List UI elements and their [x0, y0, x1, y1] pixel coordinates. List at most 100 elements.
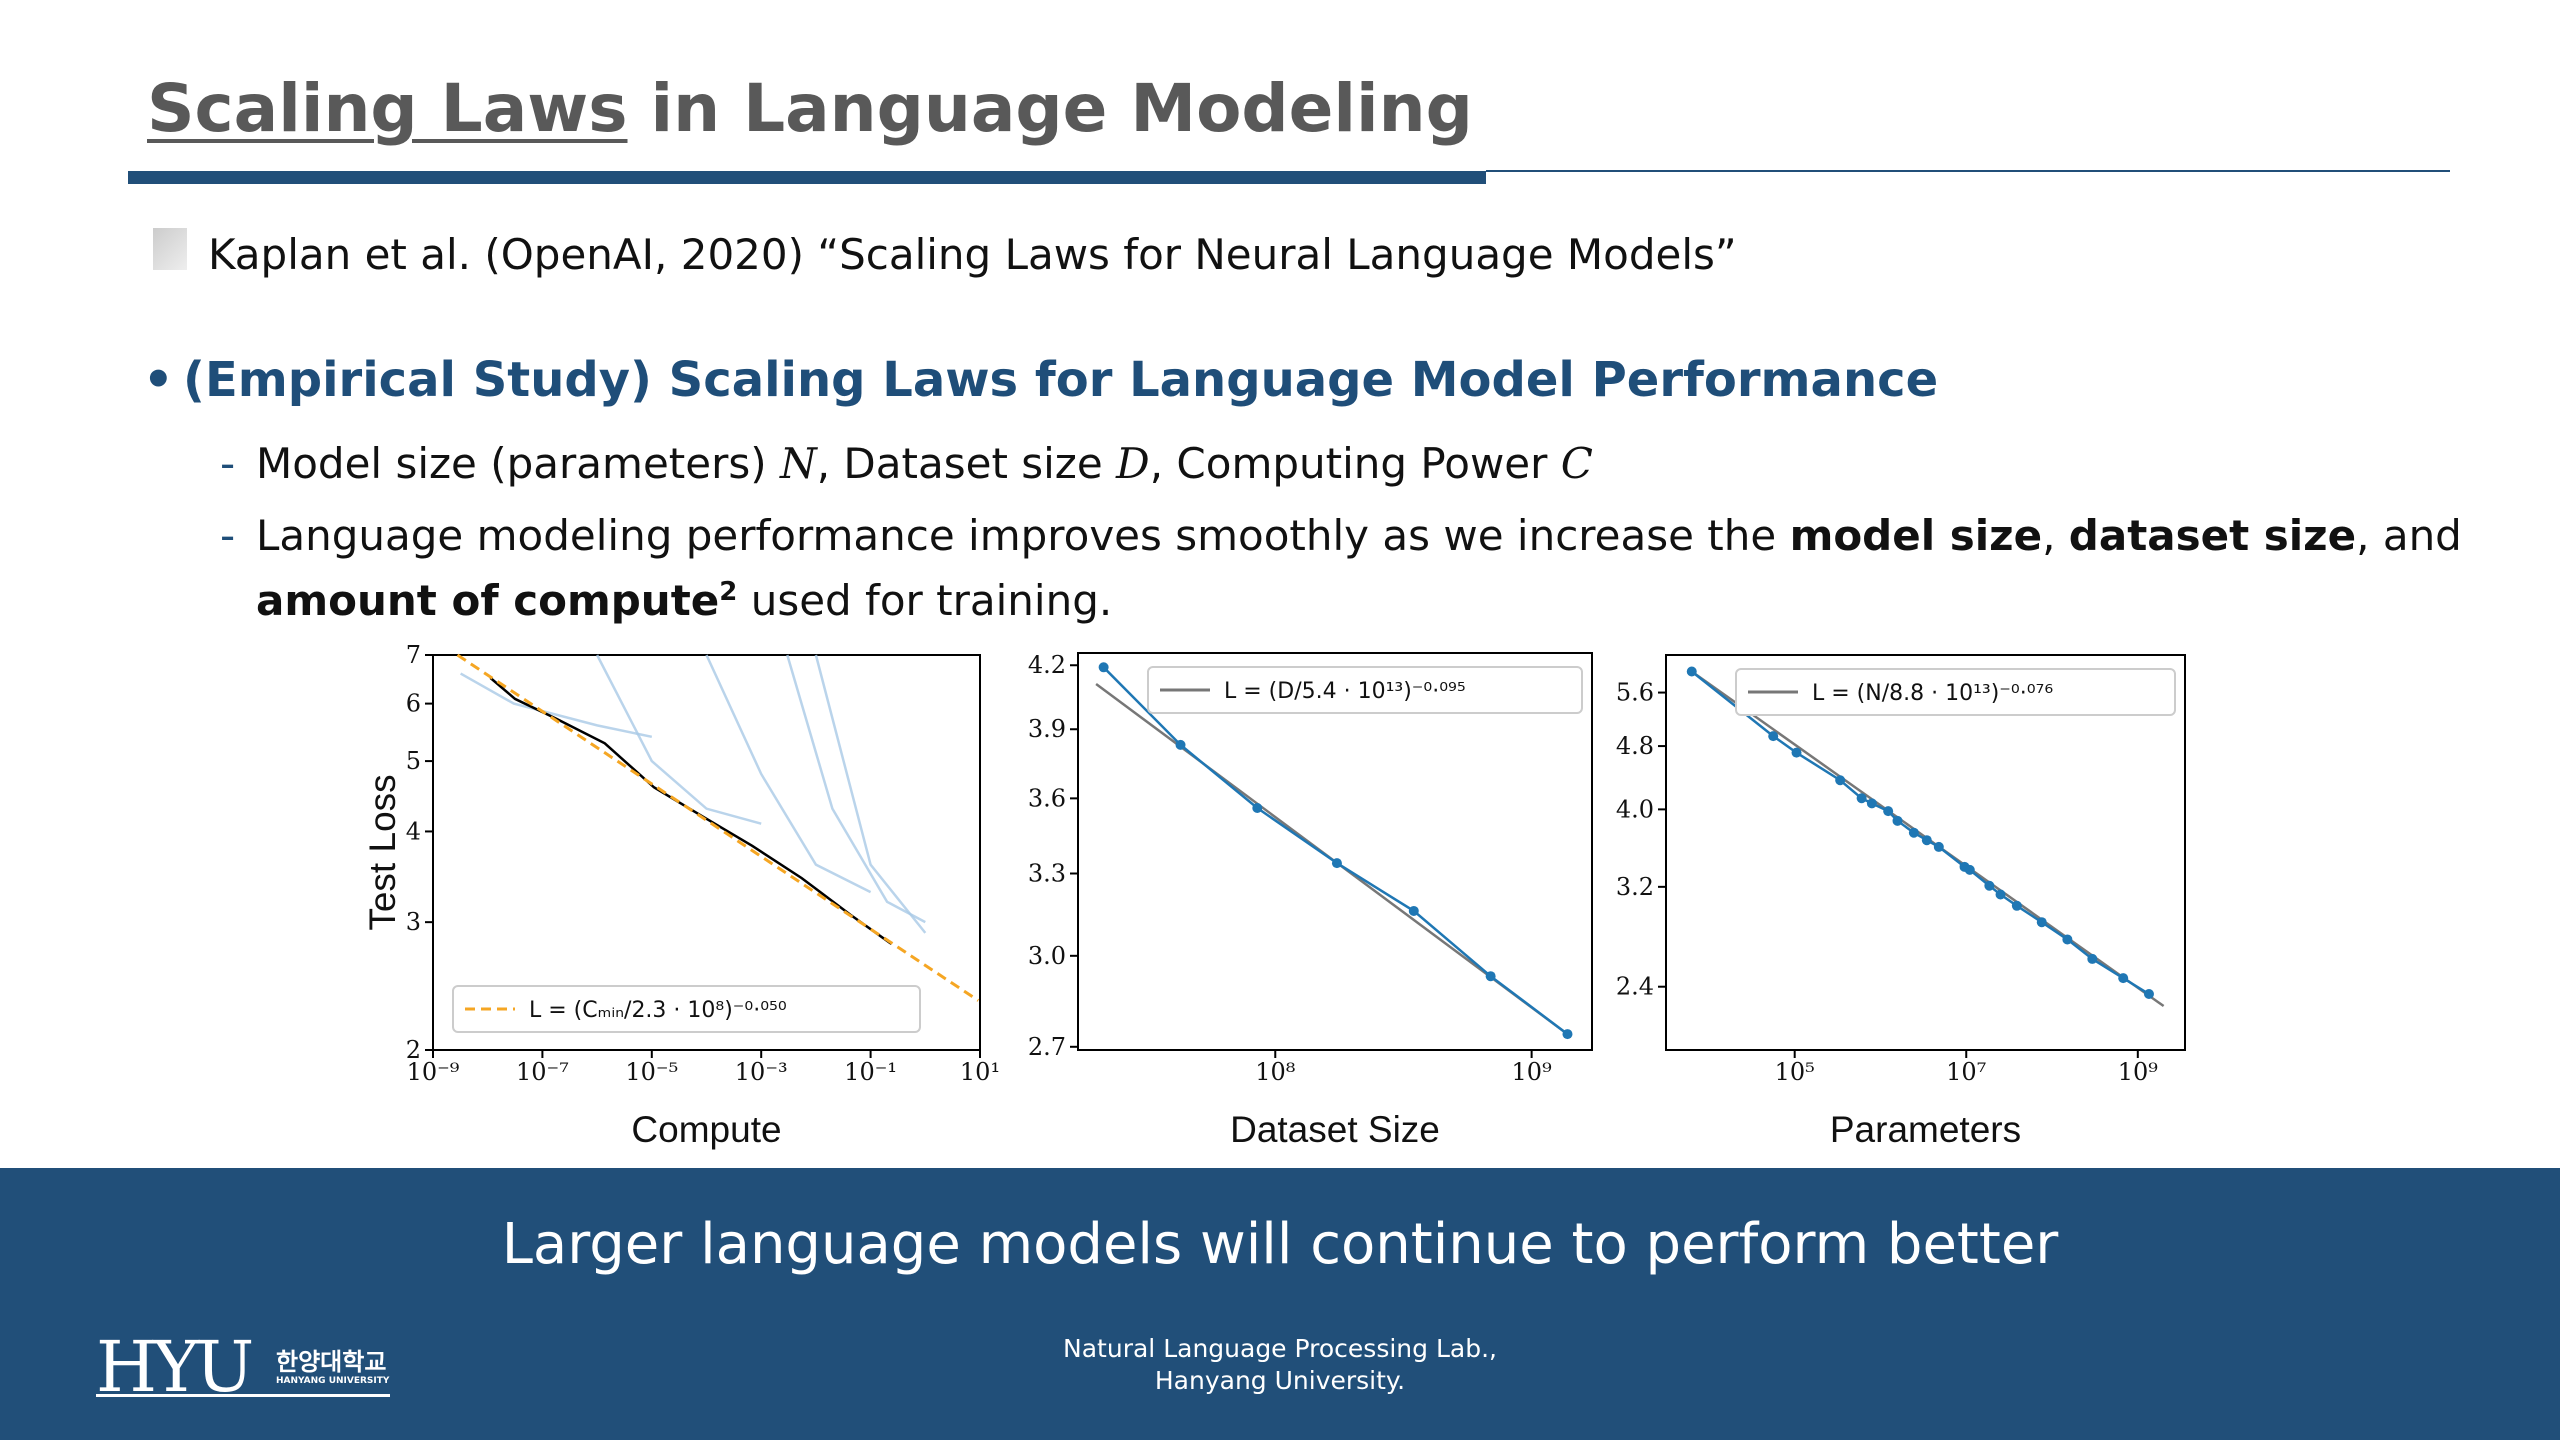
legend-box: [1147, 666, 1583, 714]
bold-text: dataset size: [2068, 511, 2357, 560]
data-point: [1866, 798, 1877, 809]
y-axis-label: Test Loss: [362, 774, 403, 930]
bold-text: model size: [1789, 511, 2043, 560]
logo-korean: 한양대학교: [276, 1348, 387, 1376]
data-point: [1921, 835, 1932, 846]
x-axis-label: Compute: [631, 1109, 781, 1150]
y-tick-label: 4.2: [1028, 651, 1066, 679]
doc-icon: [153, 228, 187, 270]
math: D: [1116, 439, 1150, 488]
sub-bullet: Language modeling performance improves s…: [220, 508, 2462, 629]
data-point: [1252, 803, 1263, 814]
x-tick-label: 10⁻³: [735, 1058, 788, 1086]
math: C: [1560, 439, 1593, 488]
x-tick-label: 10⁻⁵: [625, 1058, 678, 1086]
data-point: [1984, 880, 1995, 891]
title-rule: [1486, 170, 2450, 172]
text: Model size (parameters): [256, 439, 780, 488]
bullet-heading: (Empirical Study) Scaling Laws for Langu…: [143, 352, 1938, 408]
x-tick-label: 10⁻⁷: [516, 1058, 569, 1086]
legend-box: [1735, 668, 2176, 716]
legend-label: L = (Cₘᵢₙ/2.3 · 10⁸)⁻⁰·⁰⁵⁰: [529, 998, 787, 1023]
slide-title: Scaling Laws in Language Modeling: [147, 70, 1473, 147]
series-line: [705, 654, 872, 894]
series-line: [786, 654, 926, 924]
footnote: 2: [719, 577, 738, 607]
data-point: [1098, 662, 1109, 673]
x-tick-label: 10⁻⁹: [407, 1058, 460, 1086]
data-point: [1408, 905, 1419, 916]
lab-line: Natural Language Processing Lab.,: [1063, 1334, 1497, 1363]
x-axis-label: Parameters: [1830, 1109, 2021, 1150]
legend-box: [452, 985, 921, 1033]
data-point: [2062, 934, 2073, 945]
logo-rule: [96, 1394, 390, 1397]
x-tick-label: 10⁻¹: [844, 1058, 897, 1086]
text: used for training.: [737, 576, 1113, 625]
legend-label: L = (N/8.8 · 10¹³)⁻⁰·⁰⁷⁶: [1812, 681, 2053, 706]
data-point: [2036, 917, 2047, 928]
plot-frame: [432, 654, 981, 1051]
title-underlined: Scaling Laws: [147, 70, 628, 147]
sub-bullet: Model size (parameters) N, Dataset size …: [220, 436, 1593, 492]
y-tick-label: 7: [406, 641, 421, 669]
data-point: [1964, 864, 1975, 875]
text: ,: [2042, 511, 2069, 560]
data-point: [1908, 827, 1919, 838]
bold-text: amount of compute: [256, 576, 720, 625]
text: , Dataset size: [816, 439, 1117, 488]
text: , and: [2356, 511, 2462, 560]
series-line: [595, 654, 762, 825]
y-tick-label: 3: [406, 908, 421, 936]
data-point: [1883, 806, 1894, 817]
y-tick-label: 2: [406, 1036, 421, 1064]
data-point: [1686, 666, 1697, 677]
data-point: [1485, 971, 1496, 982]
data-point: [1331, 858, 1342, 869]
plot-frame: [1077, 652, 1593, 1051]
data-point: [2087, 953, 2098, 964]
y-tick-label: 2.4: [1616, 973, 1654, 1001]
data-point: [1791, 747, 1802, 758]
data-point: [1995, 889, 2006, 900]
y-tick-label: 4.8: [1616, 732, 1654, 760]
charts: 10⁻⁹ 10⁻⁷ 10⁻⁵ 10⁻³ 10⁻¹ 10¹ 2 3 4 5 6 7 Compute Test…: [362, 641, 2186, 1150]
x-tick-label: 10¹: [960, 1058, 1000, 1086]
series-line: [456, 653, 980, 1002]
x-tick-label: 10⁹: [1512, 1058, 1553, 1086]
y-tick-label: 3.0: [1028, 942, 1066, 970]
legend-label: L = (D/5.4 · 10¹³)⁻⁰·⁰⁹⁵: [1224, 679, 1466, 704]
footer-message: Larger language models will continue to …: [501, 1212, 2059, 1277]
y-tick-label: 4: [406, 817, 421, 845]
x-tick-label: 10⁷: [1946, 1058, 1986, 1086]
y-tick-label: 5.6: [1616, 679, 1654, 707]
y-tick-label: 3.3: [1028, 860, 1066, 888]
math: N: [779, 439, 817, 488]
data-point: [1835, 775, 1846, 786]
x-tick-label: 10⁸: [1255, 1058, 1295, 1086]
y-tick-label: 2.7: [1028, 1033, 1066, 1061]
data-point: [1856, 793, 1867, 804]
y-tick-label: 3.6: [1028, 784, 1066, 812]
text: Language modeling performance improves s…: [256, 511, 1790, 560]
text: , Computing Power: [1149, 439, 1561, 488]
series-line: [814, 654, 927, 934]
title-bar: [128, 171, 1486, 184]
x-axis-label: Dataset Size: [1230, 1109, 1440, 1150]
data-point: [2118, 973, 2129, 984]
title-rest: in Language Modeling: [627, 70, 1473, 147]
y-tick-label: 3.9: [1028, 715, 1066, 743]
y-tick-label: 6: [406, 690, 421, 718]
data-point: [1768, 731, 1779, 742]
logo-english: HANYANG UNIVERSITY: [276, 1376, 390, 1386]
y-tick-label: 4.0: [1616, 795, 1654, 823]
y-tick-label: 3.2: [1616, 873, 1654, 901]
data-point: [1175, 739, 1186, 750]
footer-band: Larger language models will continue to …: [0, 1168, 2560, 1440]
y-tick-label: 5: [406, 747, 421, 775]
x-tick-label: 10⁹: [2118, 1058, 2159, 1086]
data-point: [2011, 900, 2022, 911]
reference: Kaplan et al. (OpenAI, 2020) “Scaling La…: [208, 230, 1737, 279]
series-line: [460, 672, 653, 739]
